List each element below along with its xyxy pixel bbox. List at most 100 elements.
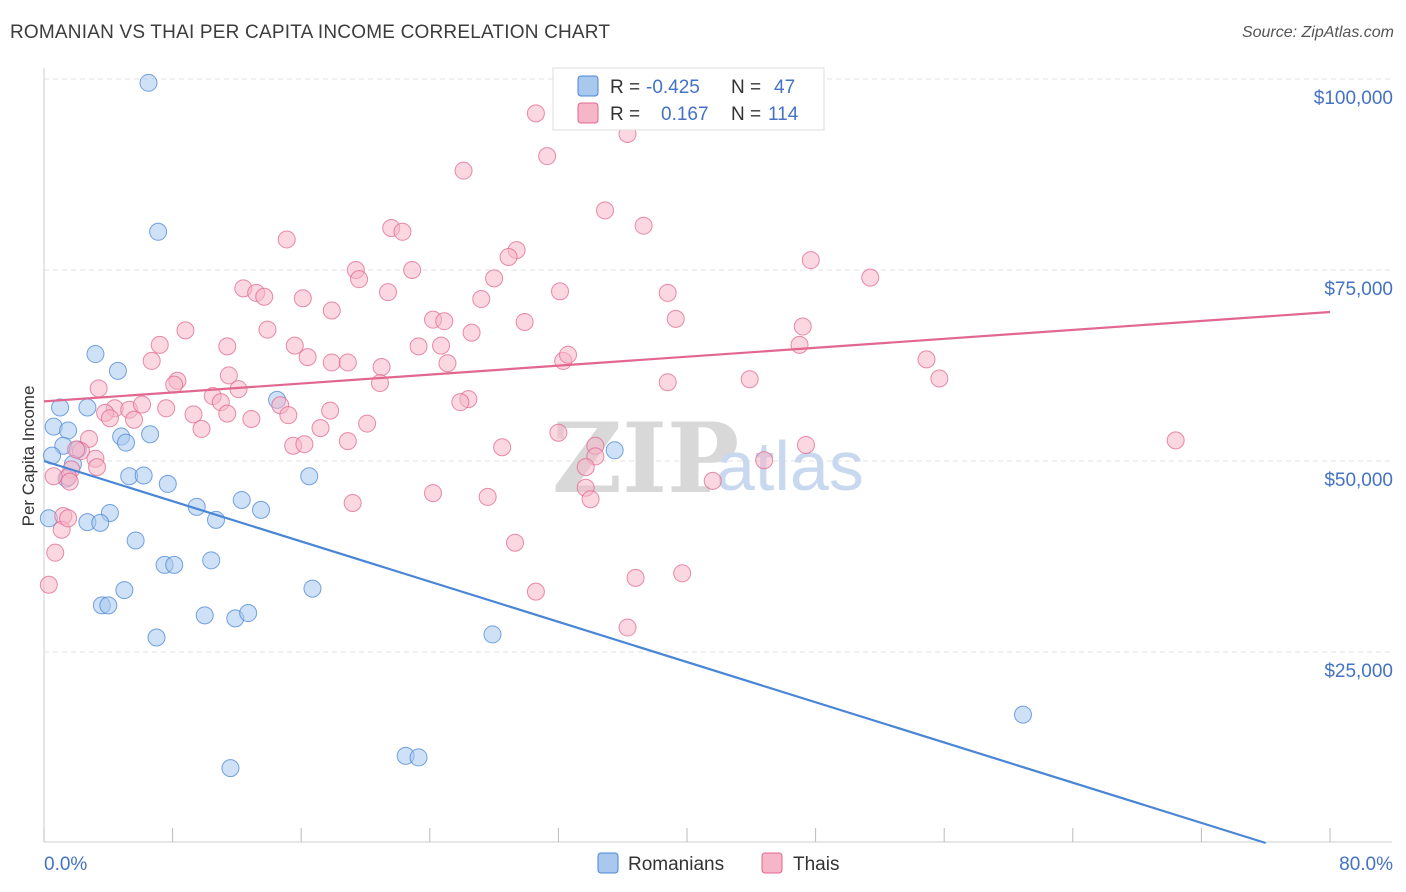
- thai-point: [559, 345, 578, 364]
- thai-point: [279, 406, 298, 425]
- thai-point: [39, 575, 58, 594]
- y-tick-label: $75,000: [1324, 279, 1393, 300]
- romanian-point: [300, 467, 319, 486]
- romanian-point: [108, 361, 127, 380]
- thai-point: [1166, 431, 1185, 450]
- thai-point: [338, 432, 357, 451]
- thai-point: [472, 290, 491, 309]
- thai-point: [581, 490, 600, 509]
- thai-trend-line: [43, 310, 1331, 403]
- thai-point: [165, 375, 184, 394]
- thai-point: [46, 543, 65, 562]
- legend-r-value-thais: 0.167: [661, 104, 709, 125]
- thai-point: [861, 268, 880, 287]
- y-tick-label: $100,000: [1314, 88, 1393, 109]
- data-points: [39, 73, 1185, 778]
- romanian-point: [91, 513, 110, 532]
- romanian-point: [165, 555, 184, 574]
- y-tick-label: $50,000: [1324, 470, 1393, 491]
- thai-point: [100, 409, 119, 428]
- legend-n-value-romanians: 47: [774, 77, 795, 98]
- romanian-point: [195, 606, 214, 625]
- thai-point: [88, 458, 107, 477]
- x-tick-label-max: 80.0%: [1339, 854, 1393, 875]
- romanian-point: [409, 748, 428, 767]
- legend-bottom: Romanians Thais: [597, 852, 839, 875]
- thai-point: [801, 251, 820, 270]
- legend-bottom-label-romanians: Romanians: [628, 854, 724, 875]
- thai-point: [505, 533, 524, 552]
- romanian-point: [139, 73, 158, 92]
- thai-point: [432, 336, 451, 355]
- thai-point: [295, 435, 314, 454]
- thai-point: [403, 261, 422, 279]
- thai-point: [673, 564, 692, 583]
- romanian-point: [115, 581, 134, 600]
- thai-point: [393, 222, 412, 241]
- romanian-point: [59, 421, 78, 440]
- thai-point: [150, 335, 169, 354]
- legend-r-value-romanians: -0.425: [646, 77, 700, 98]
- y-tick-labels: $25,000 $50,000 $75,000 $100,000: [1314, 88, 1393, 682]
- romanian-point: [149, 222, 168, 241]
- thai-point: [435, 312, 454, 331]
- thai-point: [157, 399, 176, 418]
- thai-point: [626, 568, 645, 587]
- thai-point: [311, 419, 330, 438]
- thai-point: [192, 419, 211, 438]
- thai-point: [438, 354, 457, 373]
- thai-point: [258, 320, 277, 339]
- thai-point: [285, 336, 304, 355]
- thai-point: [551, 282, 570, 301]
- thai-point: [793, 317, 812, 336]
- y-axis-label: Per Capita Income: [19, 386, 38, 527]
- thai-point: [59, 509, 78, 528]
- thai-point: [454, 161, 473, 180]
- thai-point: [218, 337, 237, 356]
- romanian-point: [126, 531, 145, 550]
- thai-point: [338, 353, 357, 372]
- romanian-point: [51, 398, 70, 417]
- thai-point: [60, 472, 79, 491]
- legend-n-value-thais: 114: [768, 104, 799, 125]
- thai-point: [493, 438, 512, 457]
- thai-point: [125, 410, 144, 429]
- legend-bottom-swatch-romanians: [597, 852, 619, 874]
- romanian-point: [141, 425, 160, 444]
- romanian-point: [221, 759, 240, 778]
- thai-point: [634, 216, 653, 235]
- thai-point: [796, 435, 815, 454]
- romanian-point: [202, 551, 221, 570]
- thai-point: [176, 321, 195, 340]
- thai-point: [372, 358, 391, 377]
- watermark-atlas: atlas: [716, 427, 864, 505]
- thai-point: [343, 494, 362, 513]
- grid-lines: [44, 78, 1392, 653]
- thai-point: [44, 467, 63, 486]
- legend-swatch-thais: [577, 102, 599, 124]
- legend-top: R = -0.425 N = 47 R = 0.167 N = 114: [552, 67, 825, 131]
- legend-bottom-label-thais: Thais: [793, 854, 839, 875]
- thai-point: [242, 409, 261, 428]
- thai-point: [549, 423, 568, 442]
- romanian-point: [232, 490, 251, 509]
- romanian-point: [252, 500, 271, 519]
- romanian-point: [1013, 705, 1032, 724]
- romanian-point: [158, 474, 177, 493]
- thai-point: [596, 201, 615, 220]
- thai-point: [218, 404, 237, 423]
- romanian-point: [239, 604, 258, 623]
- thai-point: [658, 373, 677, 392]
- watermark-zip: ZIP: [552, 402, 739, 515]
- thai-point: [293, 289, 312, 308]
- thai-point: [409, 337, 428, 356]
- thai-point: [755, 451, 774, 470]
- thai-point: [538, 147, 557, 166]
- thai-point: [184, 405, 203, 424]
- thai-point: [277, 230, 296, 249]
- romanian-point: [147, 628, 166, 647]
- thai-point: [350, 270, 369, 289]
- thai-point: [576, 458, 595, 477]
- thai-point: [526, 582, 545, 601]
